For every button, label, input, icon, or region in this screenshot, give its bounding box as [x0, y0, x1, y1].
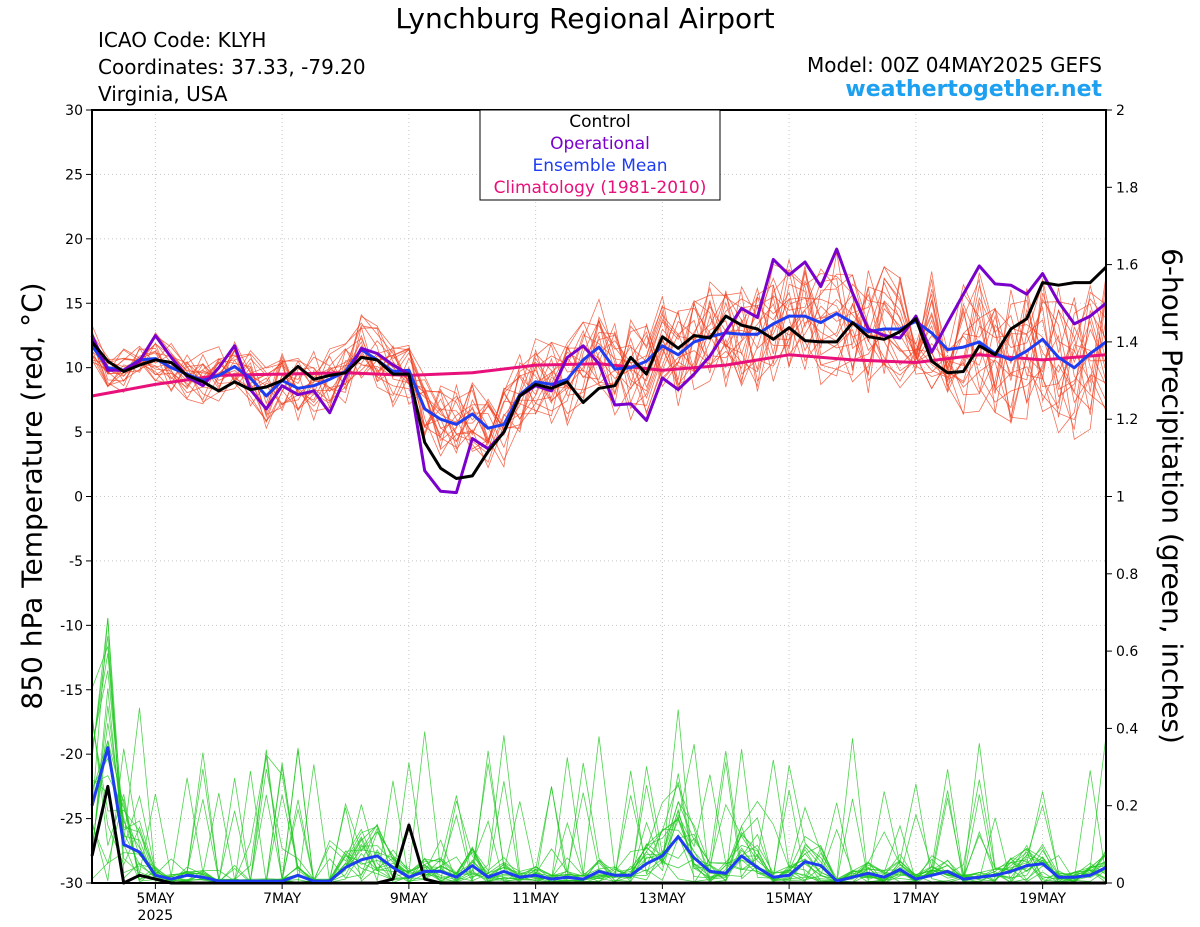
temperature-member-line: [91, 273, 1107, 436]
precipitation-member-line: [91, 738, 1107, 884]
legend-box: [479, 109, 721, 201]
y-left-tick-label: 20: [65, 232, 83, 248]
temperature-member-line: [91, 265, 1107, 461]
y-left-tick-label: 15: [65, 296, 83, 312]
y-right-tick-label: 0.6: [1116, 644, 1138, 660]
y-left-tick-label: -20: [60, 747, 83, 763]
x-tick-sublabel: 2025: [138, 908, 174, 924]
temperature-member-line: [91, 266, 1107, 452]
y-right-tick-label: 0.2: [1116, 799, 1138, 815]
legend-entry: Control: [569, 112, 630, 132]
x-tick-label: 7MAY: [263, 891, 301, 907]
site-link[interactable]: weathertogether.net: [845, 77, 1102, 102]
y-left-tick-label: 30: [65, 103, 83, 119]
y-left-tick-label: 10: [65, 361, 83, 377]
y-left-tick-label: 5: [74, 425, 83, 441]
legend-entry: Operational: [550, 134, 650, 154]
ensemble-mean-precipitation-line: [90, 746, 1107, 883]
x-tick-label: 19MAY: [1019, 891, 1066, 907]
y-left-tick-label: -5: [69, 554, 83, 570]
temperature-member-line: [91, 277, 1107, 445]
temperature-member-line: [91, 268, 1107, 432]
precipitation-member-line: [91, 709, 1107, 885]
x-tick-label: 17MAY: [892, 891, 939, 907]
temperature-member-line: [91, 263, 1107, 437]
precipitation-member-line: [91, 775, 1107, 883]
y-right-tick-label: 1: [1116, 490, 1125, 506]
coordinates: Coordinates: 37.33, -79.20: [98, 55, 366, 79]
x-tick-label: 9MAY: [390, 891, 428, 907]
x-tick-label: 5MAY: [136, 891, 174, 907]
legend-entry: Climatology (1981-2010): [494, 178, 707, 198]
temperature-member-line: [91, 277, 1107, 436]
y-left-tick-label: -25: [60, 812, 83, 828]
precipitation-member-line: [91, 670, 1107, 883]
region: Virginia, USA: [98, 82, 228, 106]
temperature-member-line: [91, 290, 1107, 457]
x-tick-label: 11MAY: [512, 891, 559, 907]
y-right-tick-label: 1.2: [1116, 412, 1138, 428]
precipitation-member-line: [91, 646, 1107, 884]
x-tick-label: 13MAY: [639, 891, 686, 907]
precipitation-member-line: [91, 635, 1107, 884]
icao-code: ICAO Code: KLYH: [98, 28, 267, 52]
control-temperature-line: [90, 266, 1108, 480]
ensemble-mean-temperature-line: [90, 312, 1107, 430]
y-right-tick-label: 1.6: [1116, 258, 1138, 274]
chart-title: Lynchburg Regional Airport: [395, 2, 775, 35]
precipitation-member-line: [91, 736, 1107, 884]
y-left-tick-label: -15: [60, 683, 83, 699]
y-right-tick-label: 0.8: [1116, 567, 1138, 583]
y-right-tick-label: 0.4: [1116, 721, 1138, 737]
precipitation-member-line: [91, 653, 1107, 884]
precipitation-member-line: [91, 713, 1107, 883]
y-left-tick-label: -30: [60, 876, 83, 892]
y-right-tick-label: 1.4: [1116, 335, 1138, 351]
y-right-tick-label: 1.8: [1116, 180, 1138, 196]
model-run: Model: 00Z 04MAY2025 GEFS: [807, 53, 1102, 77]
y-left-tick-label: 25: [65, 167, 83, 183]
x-tick-label: 15MAY: [766, 891, 813, 907]
y-right-tick-label: 0: [1116, 876, 1125, 892]
y-left-tick-label: -10: [60, 618, 83, 634]
y-right-tick-label: 2: [1116, 103, 1125, 119]
legend-entry: Ensemble Mean: [532, 156, 667, 176]
y-left-tick-label: 0: [74, 490, 83, 506]
operational-temperature-line: [90, 247, 1107, 495]
